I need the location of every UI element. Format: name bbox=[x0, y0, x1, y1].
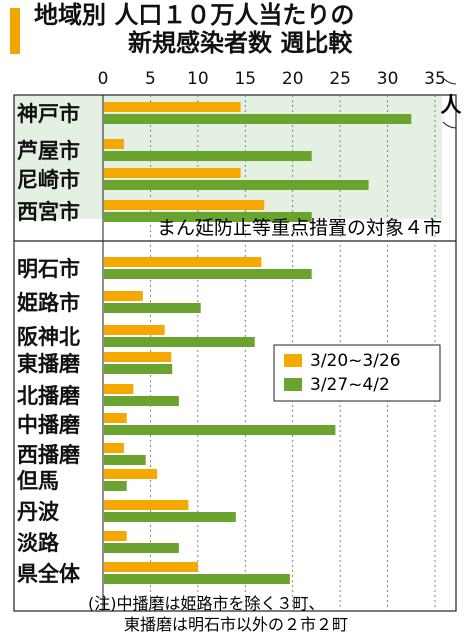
bar-series-1 bbox=[104, 139, 124, 149]
bar-series-2 bbox=[104, 114, 412, 124]
bar-series-1 bbox=[104, 257, 262, 267]
bar-series-1 bbox=[104, 352, 172, 362]
x-tick-label: 10 bbox=[187, 69, 209, 89]
bar-series-2 bbox=[104, 364, 173, 374]
category-label: 姫路市 bbox=[17, 291, 80, 315]
bar-series-2 bbox=[104, 269, 312, 279]
bar-series-1 bbox=[104, 291, 143, 301]
bar-series-2 bbox=[104, 151, 312, 161]
bar-series-1 bbox=[104, 562, 198, 572]
category-label: 芦屋市 bbox=[17, 139, 80, 163]
x-tick-label: 35 bbox=[424, 69, 446, 89]
title-accent-bar bbox=[10, 8, 20, 54]
x-tick-label: 30 bbox=[377, 69, 399, 89]
legend-label-series-2: 3/27~4/2 bbox=[310, 375, 390, 395]
bar-series-2 bbox=[104, 212, 312, 222]
bar-series-2 bbox=[104, 396, 179, 406]
category-label: 神戸市 bbox=[17, 102, 80, 126]
category-label: 丹波 bbox=[17, 500, 60, 524]
unit-bracket-top bbox=[442, 77, 457, 85]
group-label: まん延防止等重点措置の対象４市 bbox=[157, 217, 442, 239]
bar-series-2 bbox=[104, 425, 336, 435]
bar-series-1 bbox=[104, 531, 127, 541]
bar-series-1 bbox=[104, 168, 241, 178]
category-label: 県全体 bbox=[17, 562, 81, 586]
bar-series-1 bbox=[104, 469, 158, 479]
x-tick-label: 0 bbox=[98, 69, 109, 89]
bar-series-2 bbox=[104, 543, 179, 553]
legend-label-series-1: 3/20~3/26 bbox=[310, 351, 401, 371]
footnote-line-2: 東播磨は明石市以外の２市２町 bbox=[124, 615, 348, 634]
x-tick-label: 15 bbox=[234, 69, 256, 89]
legend-swatch-series-2 bbox=[284, 378, 302, 391]
bar-series-1 bbox=[104, 102, 241, 112]
unit-bracket-bottom bbox=[442, 121, 457, 129]
x-tick-label: 25 bbox=[329, 69, 351, 89]
bar-series-2 bbox=[104, 180, 369, 190]
category-label: 阪神北 bbox=[17, 325, 80, 349]
category-label: 東播磨 bbox=[17, 352, 80, 376]
bar-series-1 bbox=[104, 500, 189, 510]
category-label: 淡路 bbox=[17, 531, 60, 555]
bar-series-1 bbox=[104, 200, 265, 210]
category-label: 但馬 bbox=[17, 469, 59, 493]
category-label: 西宮市 bbox=[17, 200, 80, 224]
legend-swatch-series-1 bbox=[284, 354, 302, 367]
chart-title-line-1: 地域別 人口１０万人当たりの bbox=[34, 1, 355, 29]
category-label: 尼崎市 bbox=[17, 168, 80, 192]
footnote-line-1: (注)中播磨は姫路市を除く３町、 bbox=[88, 594, 325, 613]
bar-series-2 bbox=[104, 455, 146, 465]
plot-frame bbox=[13, 94, 457, 612]
bar-series-1 bbox=[104, 325, 165, 335]
category-label: 中播磨 bbox=[17, 413, 80, 437]
bar-series-2 bbox=[104, 512, 236, 522]
bar-series-2 bbox=[104, 337, 255, 347]
x-tick-label: 5 bbox=[145, 69, 156, 89]
chart-title-line-2: 新規感染者数 週比較 bbox=[128, 29, 353, 57]
bar-series-1 bbox=[104, 384, 134, 394]
category-label: 明石市 bbox=[17, 257, 80, 281]
bar-series-1 bbox=[104, 443, 124, 453]
x-tick-label: 20 bbox=[282, 69, 304, 89]
category-label: 西播磨 bbox=[17, 443, 80, 467]
bar-series-2 bbox=[104, 574, 290, 584]
category-label: 北播磨 bbox=[17, 384, 80, 408]
bar-series-1 bbox=[104, 413, 127, 423]
bar-series-2 bbox=[104, 481, 127, 491]
unit-label: 人 bbox=[441, 93, 462, 117]
bar-series-2 bbox=[104, 303, 201, 313]
